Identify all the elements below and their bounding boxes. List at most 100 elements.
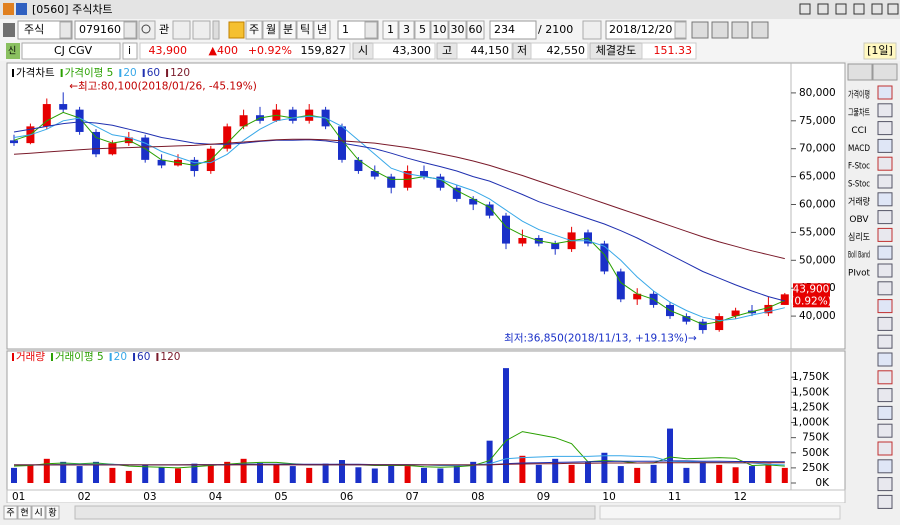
side-icon[interactable] — [877, 299, 893, 314]
side-icon[interactable] — [877, 388, 893, 403]
y-tick-label: 75,000 — [799, 115, 836, 127]
volume-bar — [240, 458, 247, 483]
side-icon[interactable] — [877, 423, 893, 438]
count-box[interactable] — [489, 20, 537, 40]
minute-label: 60 — [469, 23, 483, 36]
side-icon[interactable] — [877, 263, 893, 278]
period-btn[interactable] — [262, 20, 280, 40]
side-icon[interactable] — [877, 316, 893, 331]
minute-btn[interactable] — [430, 20, 449, 40]
side-tool[interactable]: 거래량 — [848, 195, 870, 207]
search-icon — [141, 24, 151, 34]
side-icon[interactable] — [877, 441, 893, 456]
info-btn-box[interactable] — [122, 42, 138, 60]
legend-label: 120 — [160, 351, 180, 363]
x-tick-label: 02 — [78, 491, 91, 503]
tool-icon[interactable] — [751, 21, 769, 39]
volume-bar — [76, 466, 83, 483]
side-tool[interactable]: Boll Band — [848, 251, 870, 261]
watch-btn[interactable]: 관 — [159, 23, 169, 36]
calendar-btn[interactable] — [582, 20, 602, 40]
side-icon[interactable] — [877, 103, 893, 118]
info-button[interactable]: i — [128, 44, 131, 57]
scrollbar[interactable] — [74, 505, 596, 520]
spin-btn[interactable] — [212, 20, 220, 40]
side-icon[interactable] — [877, 245, 893, 260]
close-btn[interactable] — [887, 3, 899, 15]
side-icon[interactable] — [877, 281, 893, 296]
combo-arrow[interactable] — [674, 21, 687, 39]
minute-btn[interactable] — [398, 20, 415, 40]
tool-icon[interactable] — [731, 21, 749, 39]
win-btn[interactable] — [799, 3, 811, 15]
side-tool[interactable]: OBV — [849, 215, 869, 225]
nav-icon[interactable] — [3, 23, 15, 37]
side-icon[interactable] — [877, 370, 893, 385]
zoom-controls[interactable] — [599, 505, 841, 520]
tab[interactable] — [3, 505, 18, 520]
side-icon[interactable] — [877, 459, 893, 474]
side-icon[interactable] — [877, 192, 893, 207]
side-icon[interactable] — [877, 121, 893, 136]
side-tool[interactable]: PIvot — [848, 269, 870, 279]
period-btn[interactable] — [313, 20, 331, 40]
candle-body — [239, 115, 248, 127]
market-combo[interactable] — [17, 20, 73, 40]
win-btn[interactable] — [871, 3, 883, 15]
scroll-btn[interactable] — [847, 63, 873, 81]
minute-btn[interactable] — [448, 20, 467, 40]
period-box — [863, 42, 897, 60]
tool-icon[interactable] — [691, 21, 709, 39]
period-btn[interactable] — [279, 20, 297, 40]
candle-body — [75, 109, 84, 132]
side-tool[interactable]: CCI — [851, 126, 866, 136]
combo-arrow[interactable] — [59, 21, 72, 39]
win-btn[interactable] — [817, 3, 829, 15]
side-tool[interactable]: S-Stoc — [848, 180, 870, 190]
minute-btn[interactable] — [414, 20, 431, 40]
period-btn[interactable] — [296, 20, 314, 40]
volume-bar — [585, 461, 591, 483]
win-btn[interactable] — [835, 3, 847, 15]
tab[interactable] — [31, 505, 46, 520]
minute-btn[interactable] — [382, 20, 399, 40]
period-icon[interactable] — [228, 21, 245, 39]
total: / 2100 — [538, 23, 573, 36]
y-tick-label: 65,000 — [799, 171, 836, 183]
side-icon[interactable] — [877, 352, 893, 367]
tool-icon[interactable] — [711, 21, 729, 39]
side-icon[interactable] — [877, 334, 893, 349]
win-btn[interactable] — [853, 3, 865, 15]
code-combo[interactable] — [74, 20, 138, 40]
spin-btn[interactable] — [192, 20, 211, 40]
side-icon[interactable] — [877, 227, 893, 242]
side-icon[interactable] — [877, 494, 893, 509]
side-icon[interactable] — [877, 85, 893, 100]
side-tool[interactable]: F-Stoc — [848, 162, 870, 172]
volume-bar — [355, 467, 362, 483]
spin-btn[interactable] — [172, 20, 191, 40]
legend-swatch — [166, 69, 169, 77]
period-btn[interactable] — [245, 20, 263, 40]
side-icon[interactable] — [877, 405, 893, 420]
scroll-btn[interactable] — [872, 63, 898, 81]
side-tool[interactable]: 그물차트 — [848, 106, 870, 118]
tab[interactable] — [17, 505, 32, 520]
search-btn[interactable] — [138, 20, 156, 40]
minute-btn[interactable] — [466, 20, 485, 40]
x-tick-label: 12 — [734, 491, 747, 503]
combo-arrow[interactable] — [364, 21, 378, 39]
side-tool[interactable]: 가격이평 — [848, 89, 870, 101]
x-tick-label: 09 — [537, 491, 550, 503]
tool-icons — [691, 21, 769, 39]
side-tool[interactable]: 심리도 — [848, 232, 870, 243]
side-icon[interactable] — [877, 156, 893, 171]
side-icon[interactable] — [877, 174, 893, 189]
side-icon[interactable] — [877, 477, 893, 492]
side-icon[interactable] — [877, 138, 893, 153]
tab[interactable] — [45, 505, 60, 520]
side-tool[interactable]: MACD — [848, 144, 870, 154]
side-icon[interactable] — [877, 210, 893, 225]
combo-arrow[interactable] — [123, 21, 137, 39]
